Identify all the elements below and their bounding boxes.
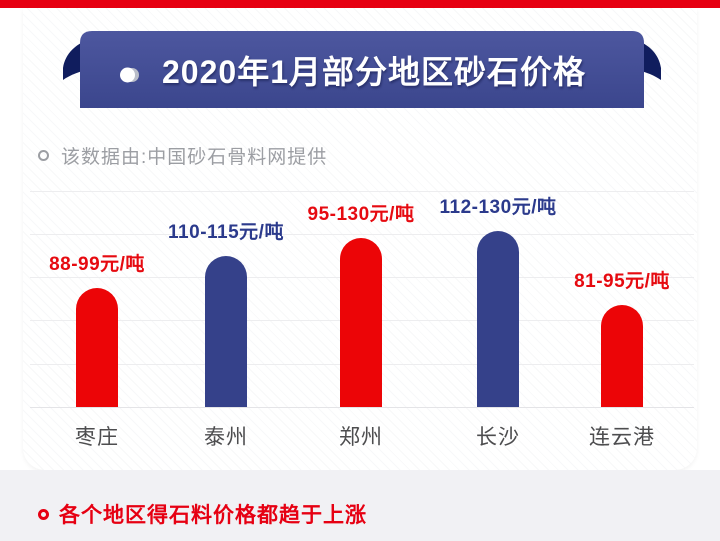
bar-changsha	[477, 231, 519, 407]
gridline	[30, 191, 694, 192]
value-label: 95-130元/吨	[307, 204, 415, 225]
bar-taizhou	[205, 256, 247, 407]
page-title: 2020年1月部分地区砂石价格	[162, 53, 586, 90]
footer-note-text: 各个地区得石料价格都趋于上涨	[59, 504, 367, 527]
bar-group-zhengzhou: 95-130元/吨 郑州	[296, 0, 426, 449]
circle-outline-icon	[38, 150, 49, 161]
data-source-row: 该数据由:中国砂石骨料网提供	[38, 142, 327, 169]
value-label: 112-130元/吨	[439, 197, 557, 218]
bar-group-lianyungang: 81-95元/吨 连云港	[557, 0, 687, 449]
category-label: 长沙	[476, 426, 520, 449]
bar-group-changsha: 112-130元/吨 长沙	[433, 0, 563, 449]
bar-lianyungang	[601, 305, 643, 407]
gridline	[30, 234, 694, 235]
value-label: 110-115元/吨	[168, 222, 284, 243]
bar-group-taizhou: 110-115元/吨 泰州	[161, 0, 291, 449]
footer-note-row: 各个地区得石料价格都趋于上涨	[38, 499, 367, 529]
data-source-text: 该数据由:中国砂石骨料网提供	[61, 147, 328, 168]
top-red-strip	[0, 0, 720, 8]
value-label: 88-99元/吨	[49, 254, 145, 275]
category-label: 枣庄	[75, 426, 119, 449]
bar-zaozhuang	[76, 288, 118, 407]
bottom-gray-band	[0, 470, 720, 541]
sphere-bullet-icon	[120, 67, 139, 83]
category-label: 连云港	[589, 426, 655, 449]
category-label: 泰州	[204, 426, 248, 449]
value-label: 81-95元/吨	[574, 271, 670, 292]
ribbon-body	[80, 31, 644, 108]
header-ribbon	[63, 31, 661, 108]
category-label: 郑州	[339, 426, 383, 449]
circle-outline-icon	[38, 508, 49, 520]
bar-zhengzhou	[340, 238, 382, 407]
x-axis-baseline	[30, 407, 694, 408]
bar-group-zaozhuang: 88-99元/吨 枣庄	[32, 0, 162, 449]
